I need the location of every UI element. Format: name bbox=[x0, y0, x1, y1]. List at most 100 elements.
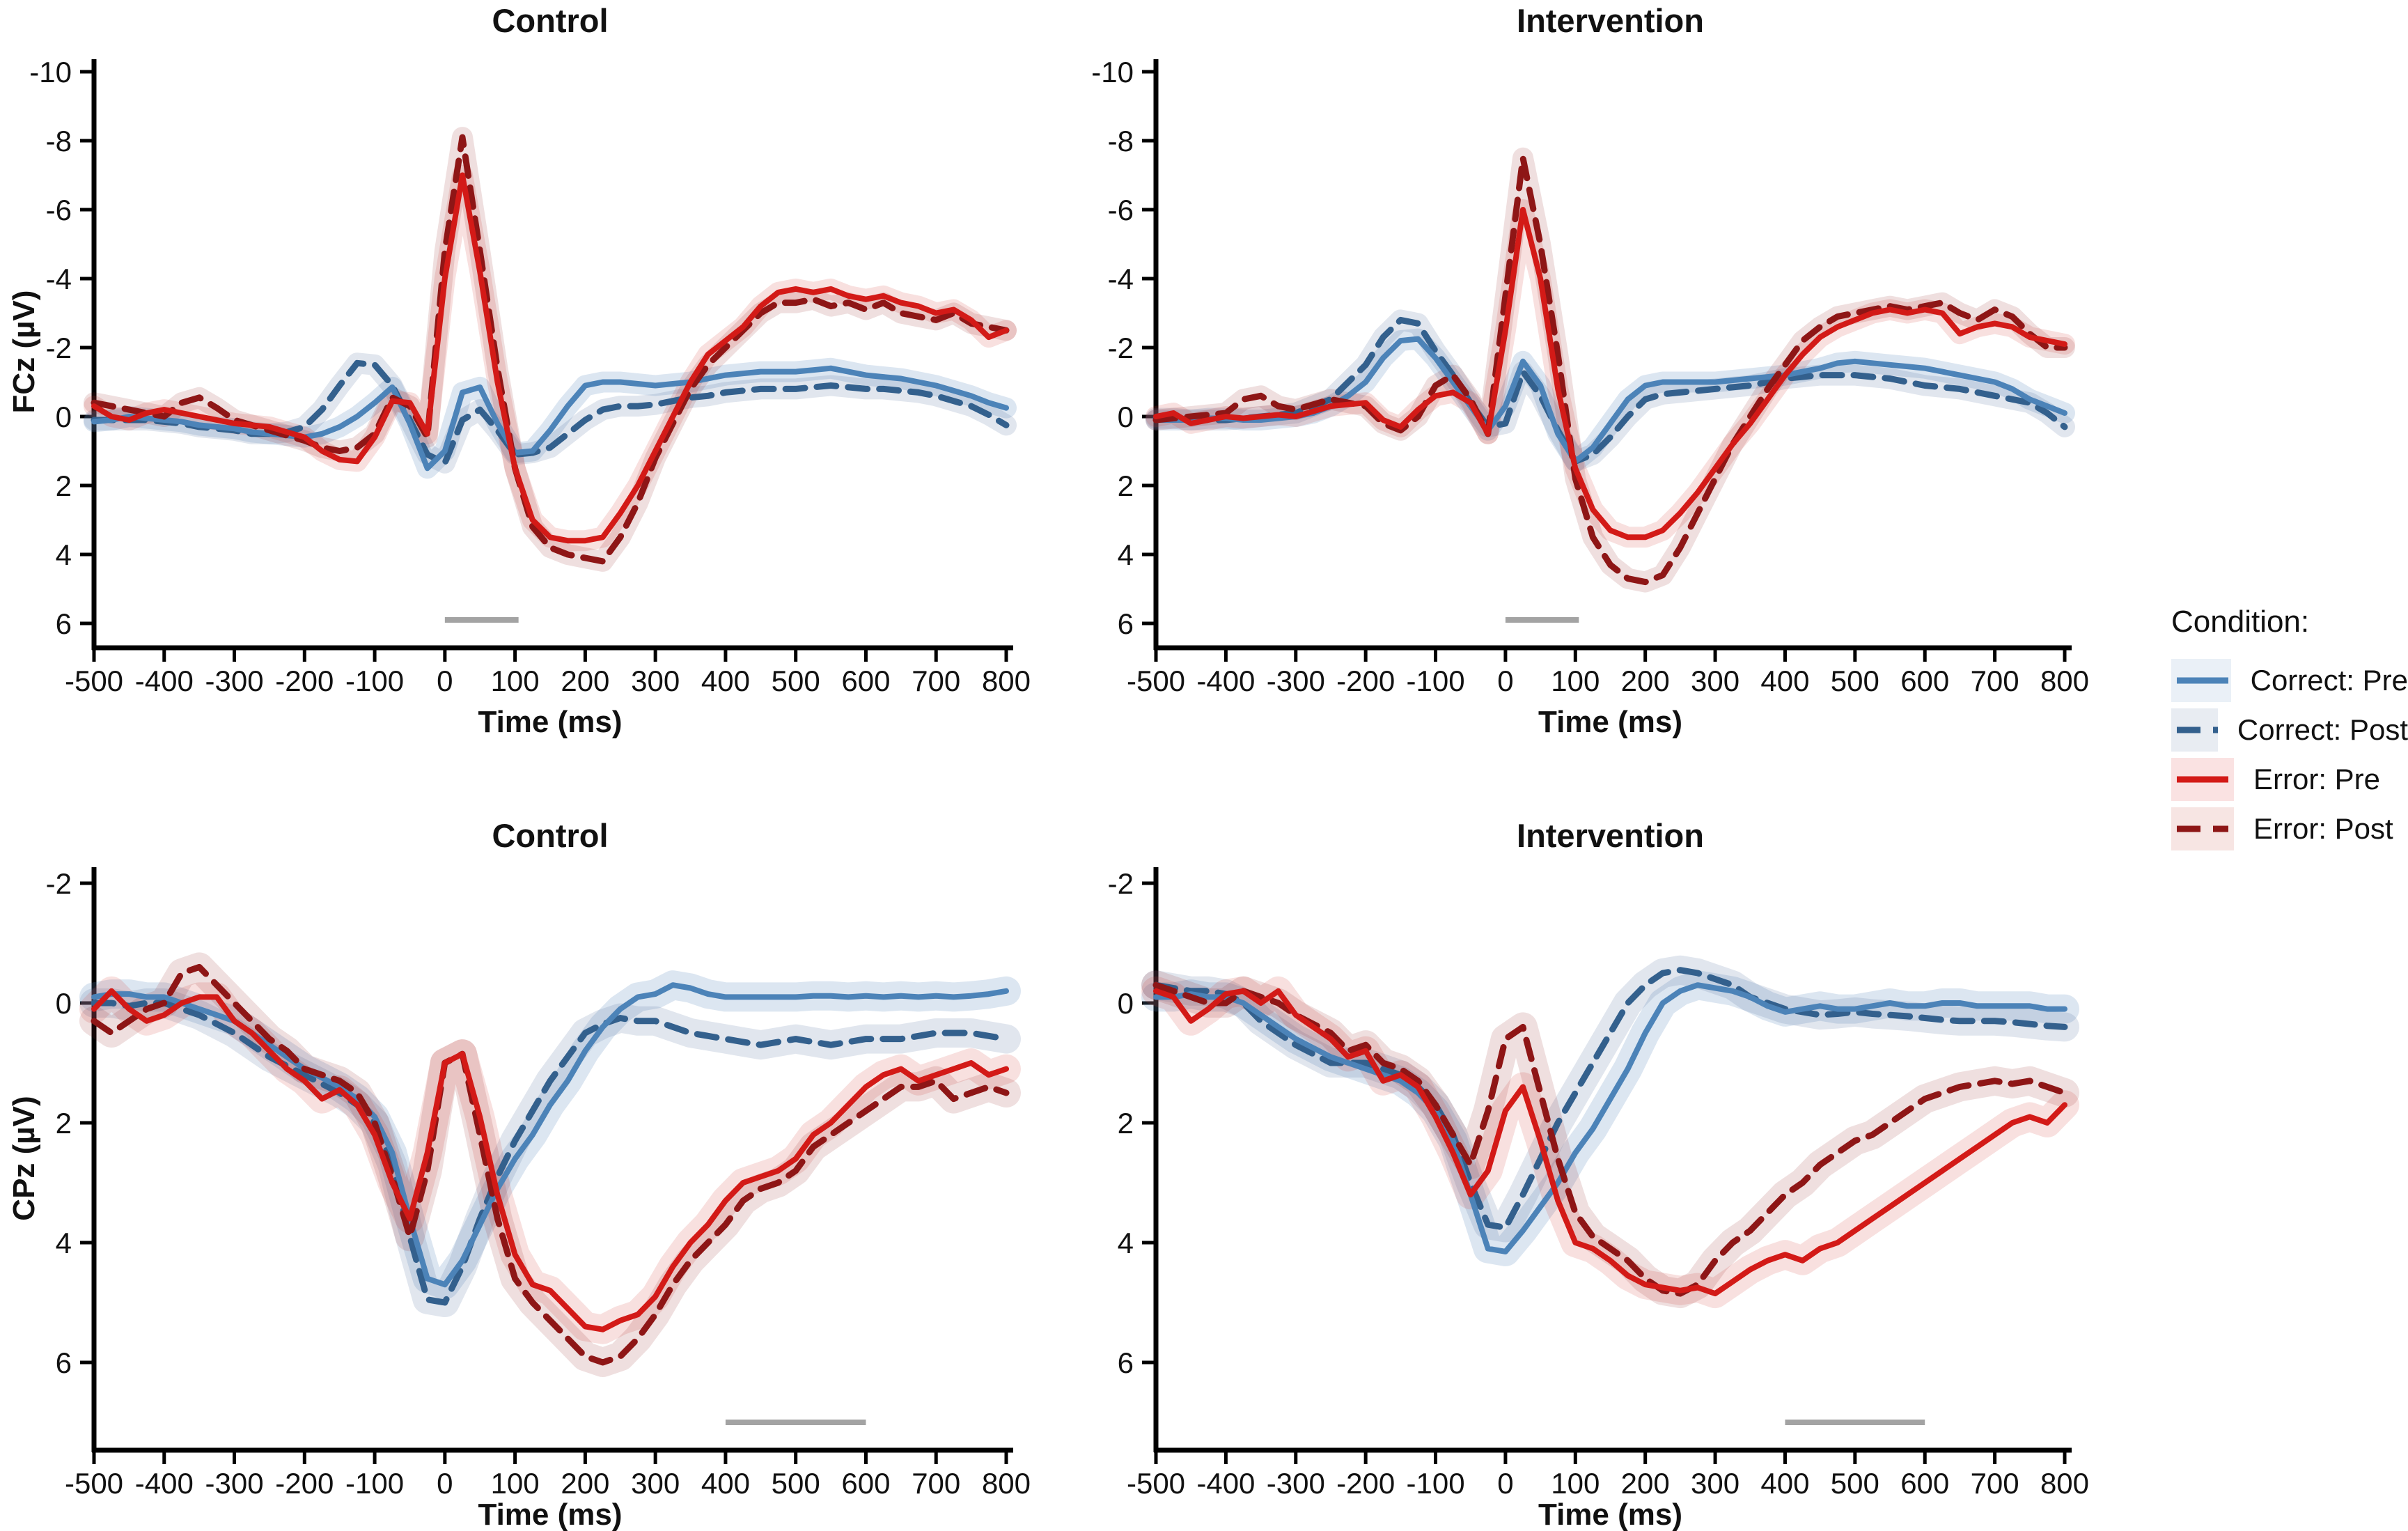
x-tick-label: 0 bbox=[1497, 1467, 1513, 1500]
x-tick-label: 300 bbox=[1691, 1467, 1739, 1500]
x-tick-label: 700 bbox=[1971, 665, 2019, 697]
x-tick-label: 800 bbox=[2040, 665, 2089, 697]
x-tick-label: 300 bbox=[1691, 665, 1739, 697]
y-tick-label: -4 bbox=[46, 263, 72, 295]
panel-fcz-intervention: -10 -8 -6 -4 -2 0 2 4 6 -500 -400 -300 -200 -100 0 100 2… bbox=[1091, 56, 2089, 697]
x-tick-label: 400 bbox=[1760, 1467, 1809, 1500]
legend-item-correct-post: Correct: Post bbox=[2171, 708, 2408, 752]
legend-swatch-error-post bbox=[2171, 807, 2234, 850]
x-tick-label: -200 bbox=[275, 665, 334, 697]
x-tick-label: 800 bbox=[982, 665, 1031, 697]
x-tick-label: -400 bbox=[135, 665, 194, 697]
series-line-error-pre bbox=[1153, 207, 2067, 541]
ribbon-correct-post bbox=[79, 988, 1021, 1317]
x-tick-label: -400 bbox=[1196, 665, 1255, 697]
x-tick-label: -500 bbox=[1127, 1467, 1185, 1500]
series-line-correct-pre bbox=[91, 365, 1009, 472]
x-tick-label: 600 bbox=[841, 1467, 890, 1500]
y-tick-label: 0 bbox=[56, 401, 72, 433]
x-tick-label: 500 bbox=[772, 665, 820, 697]
y-tick-label: -8 bbox=[46, 125, 72, 157]
x-tick-label: -300 bbox=[205, 1467, 264, 1500]
y-axis-label-cpz: CPz (µV) bbox=[7, 1096, 41, 1221]
series-line-error-post bbox=[91, 134, 1010, 565]
x-tick-label: -100 bbox=[1407, 1467, 1465, 1500]
x-tick-label: 100 bbox=[491, 1467, 540, 1500]
series-line-correct-post bbox=[1152, 967, 2068, 1231]
legend-label: Error: Post bbox=[2253, 812, 2393, 845]
x-tick-label: 700 bbox=[912, 1467, 960, 1500]
x-tick-label: 500 bbox=[1831, 1467, 1879, 1500]
condition-legend: Condition: Correct: Pre Correct: Post Er… bbox=[2171, 605, 2408, 857]
series-line-correct-post bbox=[91, 359, 1010, 467]
x-axis-label-fcz-control: Time (ms) bbox=[478, 705, 623, 739]
y-tick-label: 4 bbox=[1118, 538, 1134, 571]
x-tick-label: 100 bbox=[491, 665, 540, 697]
x-tick-label: -100 bbox=[345, 1467, 404, 1500]
panel-title-cpz-control: Control bbox=[492, 817, 609, 854]
y-tick-label: -4 bbox=[1108, 263, 1134, 295]
x-tick-label: 300 bbox=[631, 1467, 680, 1500]
y-tick-label: 6 bbox=[56, 607, 72, 640]
y-tick-label: 2 bbox=[56, 1107, 72, 1140]
series-line-correct-pre bbox=[1153, 982, 2067, 1254]
x-tick-label: -200 bbox=[1336, 1467, 1395, 1500]
x-tick-label: -300 bbox=[1267, 1467, 1325, 1500]
x-tick-label: 800 bbox=[982, 1467, 1031, 1500]
series-line-error-pre bbox=[1153, 988, 2067, 1297]
legend-item-error-post: Error: Post bbox=[2171, 807, 2408, 850]
legend-label: Correct: Post bbox=[2237, 713, 2408, 746]
x-tick-label: -400 bbox=[1196, 1467, 1255, 1500]
y-tick-label: 4 bbox=[56, 1227, 72, 1259]
x-tick-label: 600 bbox=[1900, 665, 1949, 697]
x-tick-label: 600 bbox=[1900, 1467, 1949, 1500]
x-tick-label: -300 bbox=[205, 665, 264, 697]
x-tick-label: 0 bbox=[1497, 665, 1513, 697]
y-tick-label: 0 bbox=[56, 987, 72, 1020]
panel-title-cpz-intervention: Intervention bbox=[1517, 817, 1704, 854]
x-tick-label: 800 bbox=[2040, 1467, 2089, 1500]
x-tick-label: 200 bbox=[1621, 1467, 1670, 1500]
x-tick-label: -100 bbox=[1407, 665, 1465, 697]
y-tick-label: -2 bbox=[46, 332, 72, 364]
legend-title: Condition: bbox=[2171, 605, 2310, 639]
x-tick-label: 0 bbox=[437, 1467, 453, 1500]
x-tick-label: 500 bbox=[1831, 665, 1879, 697]
series-line-error-pre bbox=[91, 988, 1009, 1332]
y-tick-label: 4 bbox=[1118, 1227, 1134, 1259]
series-line-error-post bbox=[91, 963, 1010, 1366]
y-tick-label: -10 bbox=[1091, 56, 1134, 88]
y-tick-label: -6 bbox=[46, 194, 72, 226]
panel-cpz-intervention: -2 0 2 4 6 -500 -400 -300 -200 -100 0 100 200 300 400 5… bbox=[1108, 867, 2089, 1500]
y-tick-label: -10 bbox=[29, 56, 72, 88]
x-tick-label: -500 bbox=[1127, 665, 1185, 697]
y-tick-label: 6 bbox=[56, 1346, 72, 1379]
panel-title-fcz-intervention: Intervention bbox=[1517, 2, 1704, 39]
y-axis-label-fcz: FCz (µV) bbox=[7, 290, 41, 414]
x-tick-label: 700 bbox=[1971, 1467, 2019, 1500]
y-tick-label: 6 bbox=[1118, 607, 1134, 640]
x-tick-label: 400 bbox=[701, 665, 750, 697]
panel-title-fcz-control: Control bbox=[492, 2, 609, 39]
y-tick-label: 4 bbox=[56, 538, 72, 571]
y-tick-label: -2 bbox=[1108, 867, 1134, 900]
x-axis-label-cpz-control: Time (ms) bbox=[478, 1498, 623, 1531]
x-tick-label: -200 bbox=[1336, 665, 1395, 697]
legend-label: Error: Pre bbox=[2253, 763, 2381, 795]
y-tick-label: 0 bbox=[1118, 401, 1134, 433]
x-tick-label: 200 bbox=[561, 665, 609, 697]
x-tick-label: -300 bbox=[1267, 665, 1325, 697]
series-line-correct-post bbox=[91, 1000, 1010, 1306]
series-line-error-post bbox=[1152, 155, 2068, 586]
y-tick-label: -2 bbox=[1108, 332, 1134, 364]
x-tick-label: 200 bbox=[1621, 665, 1670, 697]
x-tick-label: 300 bbox=[631, 665, 680, 697]
legend-label: Correct: Pre bbox=[2250, 664, 2408, 697]
x-tick-label: 100 bbox=[1551, 1467, 1600, 1500]
x-tick-label: 600 bbox=[841, 665, 890, 697]
y-tick-label: -8 bbox=[1108, 125, 1134, 157]
panel-cpz-control: -2 0 2 4 6 -500 -400 -300 -200 -100 0 100 200 300 400 5… bbox=[46, 867, 1031, 1500]
x-tick-label: 200 bbox=[561, 1467, 609, 1500]
